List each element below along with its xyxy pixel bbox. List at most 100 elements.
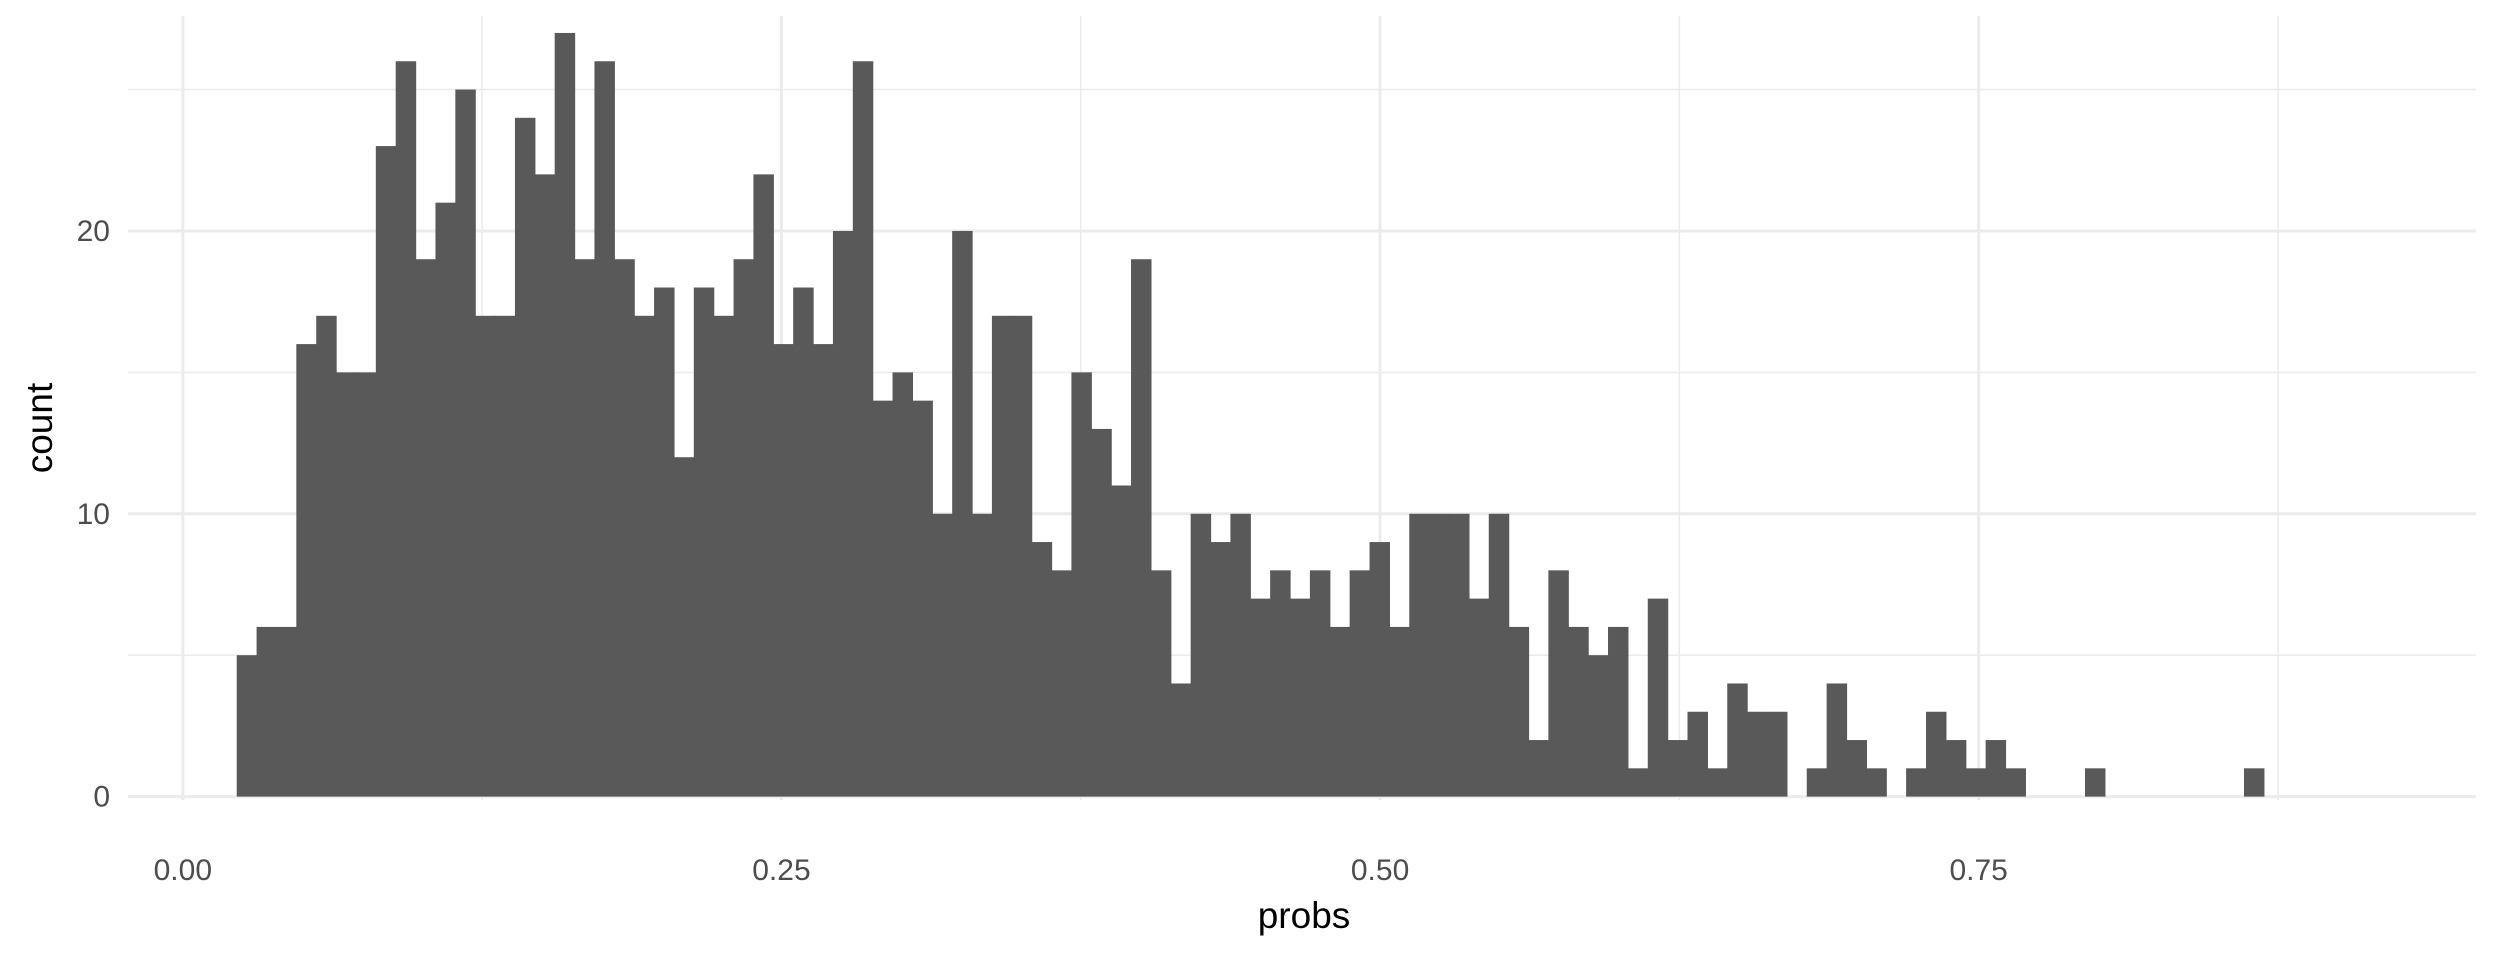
y-tick-label: 0 [93,781,110,814]
histogram-bar [773,344,794,797]
histogram-bar [594,61,615,797]
y-tick-label: 10 [77,498,110,531]
histogram-bar [1329,626,1351,797]
histogram-bar [1608,626,1629,797]
histogram-bar [614,259,635,797]
histogram-bar [415,259,437,797]
histogram-bar [813,344,834,797]
histogram-bar [355,372,377,797]
histogram-bar [1747,711,1768,797]
histogram-bar [1985,740,2007,797]
histogram-bar [534,174,556,797]
histogram-bar [1707,768,1728,797]
histogram-bar [1170,683,1192,797]
histogram-bar [991,315,1013,797]
histogram-bar [1508,626,1530,797]
histogram-bar [2084,768,2106,797]
histogram-bar [475,315,496,797]
histogram-bar [1429,513,1450,797]
histogram-bar [1866,768,1887,797]
histogram-bar [1767,711,1788,797]
histogram-bar [236,655,258,797]
histogram-bar [1727,683,1748,797]
histogram-bar [1111,485,1132,797]
histogram-bar [2243,768,2265,797]
histogram-bar [435,202,456,797]
histogram-bar [1806,768,1828,797]
histogram-bar [713,315,735,797]
y-axis-tick-labels: 0 10 20 [77,215,110,814]
histogram-bar [634,315,655,797]
histogram-bar [1687,711,1708,797]
histogram-bar [654,287,675,797]
histogram-bar [793,287,814,797]
histogram-bar [1647,598,1669,797]
histogram-bar [1290,598,1311,797]
histogram-bar [1031,542,1053,797]
histogram-bar [1270,570,1291,797]
histogram-bar [972,513,993,797]
histogram-bar [316,315,337,797]
histogram-bar [1488,513,1510,797]
histogram-bar [256,626,278,797]
histogram-bar [832,230,854,797]
histogram-bar [753,174,774,797]
histogram-bar [1210,542,1232,797]
histogram-bar [673,457,695,797]
histogram-bar [1349,570,1371,797]
y-tick-label: 20 [77,215,110,248]
histogram-bar [2005,768,2026,797]
histogram-bar [1369,542,1390,797]
y-axis-title: count [19,382,60,473]
x-axis-title: probs [1258,895,1351,936]
histogram-bar [1051,570,1073,797]
histogram-bar [1945,740,1967,797]
histogram-bar [852,61,874,797]
histogram-bar [1250,598,1271,797]
x-tick-label: 0.75 [1949,854,2007,887]
histogram-bar [1965,768,1987,797]
histogram-bar [375,146,397,797]
histogram-bar [932,513,953,797]
histogram-bar [574,259,596,797]
histogram-bar [1449,513,1470,797]
histogram-bar [554,32,576,797]
histogram-bar [1131,259,1152,797]
histogram-bar [1568,626,1589,797]
histogram-bar [514,117,536,797]
histogram-bar [296,344,317,797]
histogram-bar [1548,570,1569,797]
histogram-bar [1150,570,1172,797]
x-tick-label: 0.50 [1351,854,1409,887]
histogram-bar [1627,768,1649,797]
histogram-bar [1230,513,1251,797]
histogram-bar [1011,315,1033,797]
histogram-bar [1190,513,1212,797]
histogram-bar [1091,428,1112,797]
histogram-bar [1468,598,1490,797]
histogram-bar [1826,683,1848,797]
histogram-bar [892,372,914,797]
histogram-bar [395,61,417,797]
histogram-bar [1528,740,1549,797]
x-axis-tick-labels: 0.00 0.25 0.50 0.75 [154,854,2008,887]
histogram-bar [1071,372,1092,797]
histogram-bars [236,32,2265,797]
histogram-bar [1925,711,1947,797]
histogram-bar [872,400,894,797]
histogram-bar [1906,768,1927,797]
histogram-bar [336,372,357,797]
histogram-bar [495,315,516,797]
histogram-bar [1409,513,1430,797]
histogram-bar [455,89,476,797]
histogram-bar [693,287,715,797]
histogram-bar [952,230,973,797]
x-tick-label: 0.00 [154,854,212,887]
histogram-bar [912,400,933,797]
histogram-bar [1846,740,1867,797]
histogram-bar [733,259,755,797]
x-tick-label: 0.25 [752,854,810,887]
histogram-bar [1588,655,1609,797]
